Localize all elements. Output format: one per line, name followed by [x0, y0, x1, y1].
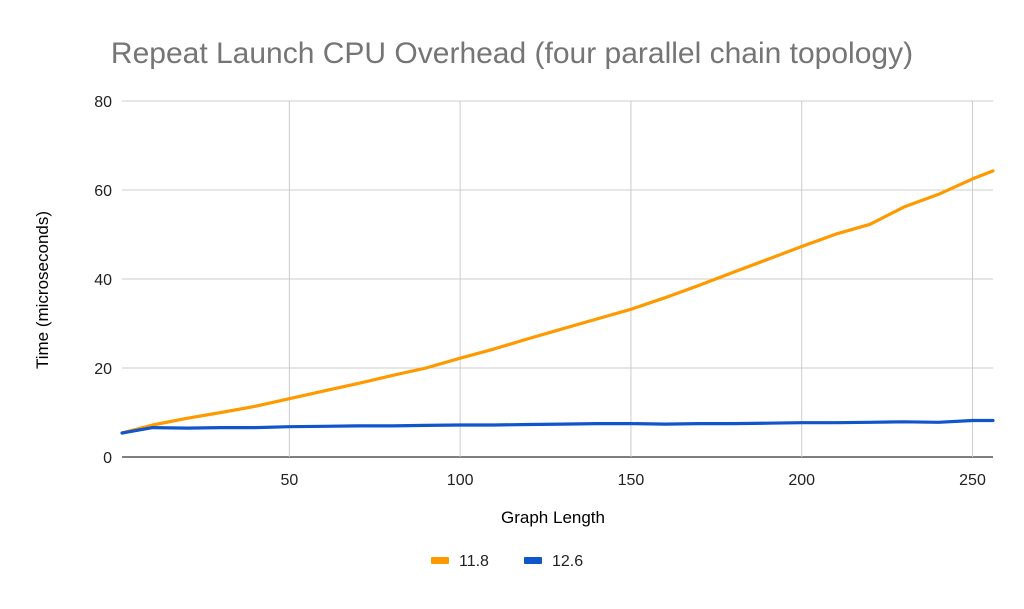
legend-label: 12.6	[552, 553, 583, 570]
y-tick-label: 40	[94, 272, 112, 289]
y-tick-label: 20	[94, 361, 112, 378]
y-axis-label: Time (microseconds)	[33, 211, 52, 369]
y-tick-label: 0	[103, 450, 112, 467]
series-layer	[120, 169, 995, 435]
legend-swatch	[431, 557, 449, 564]
series-line-11-8	[120, 169, 995, 435]
x-tick-label: 250	[959, 472, 986, 489]
chart-title: Repeat Launch CPU Overhead (four paralle…	[111, 37, 913, 70]
y-axis-ticks: 0 20 40 60 80	[94, 94, 112, 467]
x-tick-label: 50	[280, 472, 298, 489]
y-tick-label: 80	[94, 94, 112, 111]
legend-swatch	[524, 557, 542, 564]
x-tick-label: 200	[788, 472, 815, 489]
legend: 11.8 12.6	[431, 553, 583, 570]
y-tick-label: 60	[94, 183, 112, 200]
series-line-12-6	[120, 418, 995, 435]
legend-label: 11.8	[459, 553, 489, 570]
x-tick-label: 100	[447, 472, 474, 489]
x-axis-ticks: 50 100 150 200 250	[280, 472, 985, 489]
x-tick-label: 150	[618, 472, 645, 489]
x-axis-label: Graph Length	[501, 508, 605, 527]
grid	[122, 100, 993, 458]
